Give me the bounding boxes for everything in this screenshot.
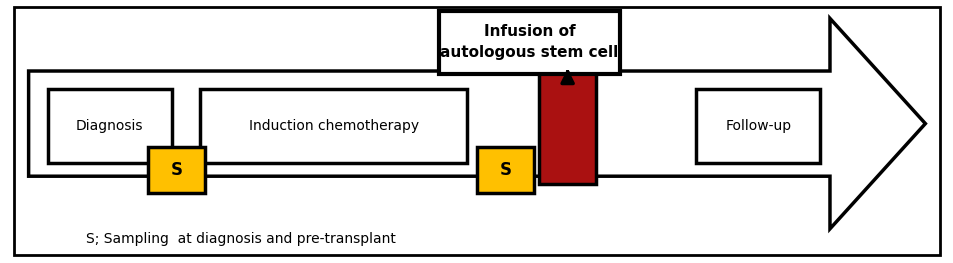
Text: S; Sampling  at diagnosis and pre-transplant: S; Sampling at diagnosis and pre-transpl… [86,232,395,246]
Bar [200,89,467,163]
Bar [476,147,534,193]
Bar [148,147,205,193]
Text: S: S [499,161,511,179]
Bar [438,11,619,74]
Text: Infusion of
autologous stem cell: Infusion of autologous stem cell [440,24,618,60]
Polygon shape [29,18,924,229]
Text: Follow-up: Follow-up [724,119,791,133]
Bar [696,89,820,163]
Text: Induction chemotherapy: Induction chemotherapy [249,119,418,133]
Bar [48,89,172,163]
Bar [538,68,596,184]
Text: Diagnosis: Diagnosis [76,119,143,133]
Text: S: S [171,161,182,179]
